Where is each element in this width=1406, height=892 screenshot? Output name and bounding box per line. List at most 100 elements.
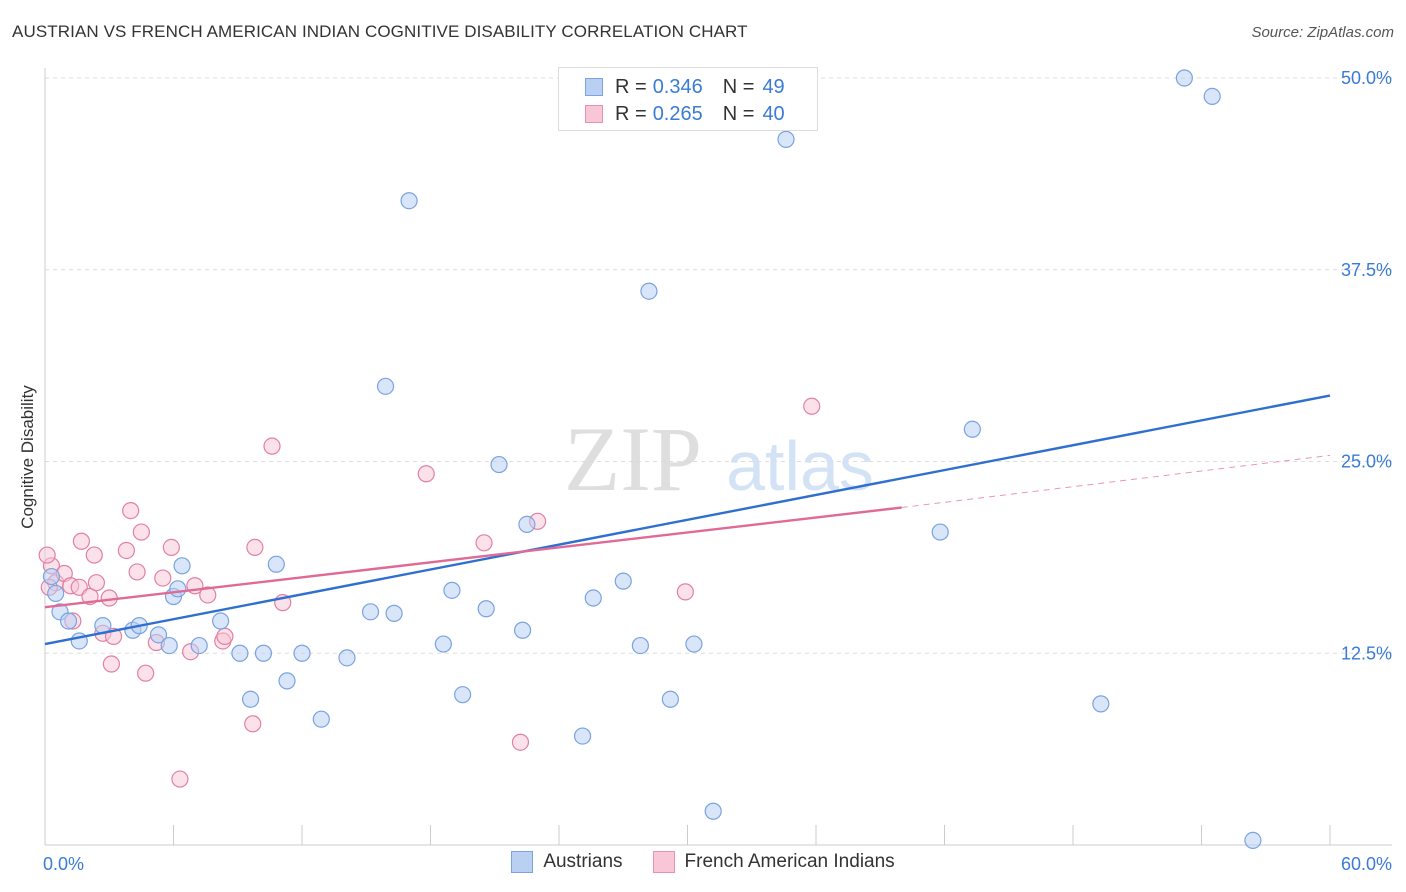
bottom-legend-swatch-austrians <box>511 851 534 873</box>
legend-r-value: 0.346 <box>652 75 703 98</box>
legend-row-french: R = 0.265 N = 40 <box>585 101 785 127</box>
french-point <box>216 627 234 645</box>
bottom-legend-label: Austrians <box>543 851 623 872</box>
x-tick-label: 0.0% <box>43 854 84 874</box>
french-point <box>38 546 56 564</box>
austrian-point <box>434 635 452 653</box>
austrian-point <box>231 644 249 662</box>
french-trend-line <box>44 506 902 609</box>
axes <box>44 68 1392 846</box>
french-point <box>162 538 180 557</box>
bottom-legend-label: French American Indians <box>684 851 895 872</box>
austrian-point <box>400 192 418 210</box>
grid-lines <box>45 77 1392 654</box>
legend-swatch-french <box>585 105 603 123</box>
x-tick-label: 60.0% <box>1341 854 1392 874</box>
y-tick-label: 37.5% <box>1341 260 1392 280</box>
french-point <box>475 534 493 552</box>
austrian-point <box>190 636 208 655</box>
austrian-point <box>1244 831 1262 849</box>
french-point <box>102 655 120 673</box>
french-point <box>676 583 694 601</box>
austrian-point <box>573 727 592 745</box>
french-point <box>137 664 155 682</box>
french-point <box>511 733 530 751</box>
austrian-point <box>242 690 260 708</box>
austrian-point <box>212 612 230 630</box>
austrian-point <box>173 557 191 575</box>
trend-lines <box>44 394 1331 646</box>
chart-title: AUSTRIAN VS FRENCH AMERICAN INDIAN COGNI… <box>12 22 748 41</box>
legend-n-label: N = <box>722 75 755 98</box>
watermark-zip: ZIP <box>564 408 702 510</box>
french-trend-line <box>901 454 1331 509</box>
austrian-point <box>254 644 273 662</box>
y-axis-label: Cognitive Disability <box>18 385 37 529</box>
legend-n-label: N = <box>722 102 755 125</box>
bottom-legend: Austrians French American Indians <box>0 851 1406 873</box>
austrian-point <box>169 580 187 598</box>
legend-n-value: 40 <box>762 102 785 125</box>
austrian-point <box>42 567 61 586</box>
french-point <box>171 770 189 788</box>
austrian-point <box>631 636 649 655</box>
austrian-point <box>385 604 403 622</box>
austrians-trend-line <box>44 394 1331 646</box>
watermark: ZIP atlas <box>564 408 874 510</box>
french-point <box>154 569 172 587</box>
austrian-point <box>685 635 703 653</box>
austrian-point <box>584 589 602 607</box>
austrian-point <box>614 572 632 590</box>
austrian-point <box>963 420 981 438</box>
french-point <box>417 465 435 483</box>
austrian-point <box>513 621 532 639</box>
french-point <box>87 574 106 592</box>
austrian-point <box>59 612 78 630</box>
austrian-point <box>361 603 380 621</box>
y-tick-label: 12.5% <box>1341 643 1392 663</box>
austrian-point <box>1175 69 1193 87</box>
austrian-point <box>47 584 65 603</box>
legend: R = 0.346 N = 49 R = 0.265 N = 40 <box>558 67 818 131</box>
austrian-point <box>704 802 722 820</box>
austrian-point <box>267 555 285 573</box>
legend-r-label: R = <box>615 75 647 98</box>
legend-r-value: 0.265 <box>652 102 703 125</box>
y-tick-label: 50.0% <box>1341 68 1392 88</box>
french-american-indians-points <box>38 397 821 788</box>
austrian-point <box>777 130 795 148</box>
austrian-point <box>149 626 168 644</box>
french-point <box>128 563 146 581</box>
legend-swatch-austrians <box>585 78 603 96</box>
y-tick-label: 25.0% <box>1341 452 1392 472</box>
french-point <box>199 586 217 604</box>
austrian-point <box>518 515 536 533</box>
french-point <box>85 546 103 564</box>
legend-row-austrians: R = 0.346 N = 49 <box>585 74 785 100</box>
french-point <box>803 397 821 415</box>
austrian-point <box>160 636 178 655</box>
watermark-atlas: atlas <box>726 427 874 505</box>
french-point <box>244 715 262 733</box>
austrian-point <box>1203 87 1221 106</box>
austrian-point <box>278 672 296 690</box>
bottom-legend-french[interactable]: French American Indians <box>652 851 895 873</box>
austrian-point <box>490 455 508 474</box>
austrian-point <box>661 690 679 708</box>
austrian-point <box>312 710 330 728</box>
austrian-point <box>1092 695 1110 713</box>
austrians-points <box>42 69 1262 849</box>
bottom-legend-austrians[interactable]: Austrians <box>511 851 623 873</box>
french-point <box>117 541 135 560</box>
french-point <box>246 538 264 557</box>
austrian-point <box>477 600 495 618</box>
austrian-point <box>931 523 949 541</box>
legend-n-value: 49 <box>762 75 785 98</box>
austrian-point <box>454 686 472 704</box>
austrian-point <box>443 581 461 599</box>
austrian-point <box>376 377 395 395</box>
austrian-point <box>338 649 356 667</box>
french-point <box>122 501 140 520</box>
bottom-legend-swatch-french <box>652 851 675 873</box>
